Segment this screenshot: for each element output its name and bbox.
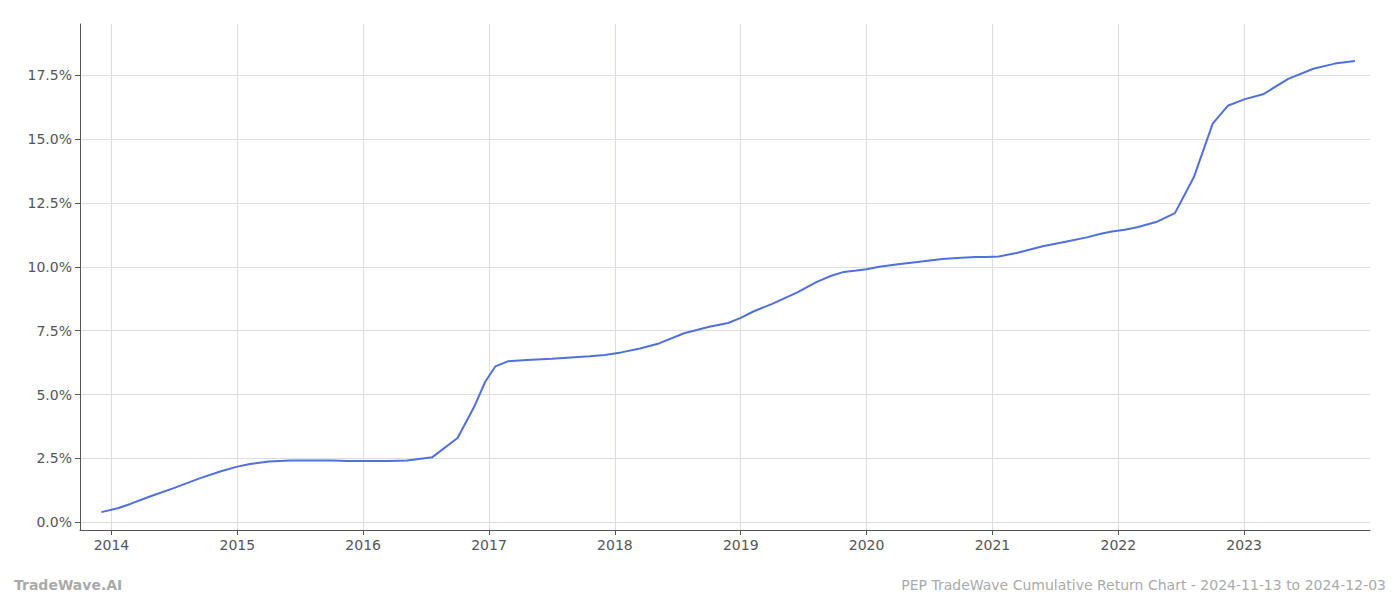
svg-text:TradeWave.AI: TradeWave.AI <box>14 577 122 593</box>
svg-text:2.5%: 2.5% <box>36 450 72 466</box>
svg-text:2020: 2020 <box>849 537 885 553</box>
svg-text:12.5%: 12.5% <box>28 195 72 211</box>
svg-text:2021: 2021 <box>975 537 1011 553</box>
svg-text:2017: 2017 <box>471 537 507 553</box>
svg-text:2022: 2022 <box>1100 537 1136 553</box>
svg-text:0.0%: 0.0% <box>36 514 72 530</box>
svg-text:2023: 2023 <box>1226 537 1262 553</box>
svg-text:2015: 2015 <box>219 537 255 553</box>
svg-text:2014: 2014 <box>94 537 130 553</box>
svg-text:2019: 2019 <box>723 537 759 553</box>
svg-text:PEP TradeWave Cumulative Retur: PEP TradeWave Cumulative Return Chart - … <box>901 577 1386 593</box>
svg-text:17.5%: 17.5% <box>28 67 72 83</box>
svg-text:2018: 2018 <box>597 537 633 553</box>
svg-text:15.0%: 15.0% <box>28 131 72 147</box>
svg-text:7.5%: 7.5% <box>36 323 72 339</box>
svg-text:5.0%: 5.0% <box>36 387 72 403</box>
svg-text:2016: 2016 <box>345 537 381 553</box>
svg-text:10.0%: 10.0% <box>28 259 72 275</box>
